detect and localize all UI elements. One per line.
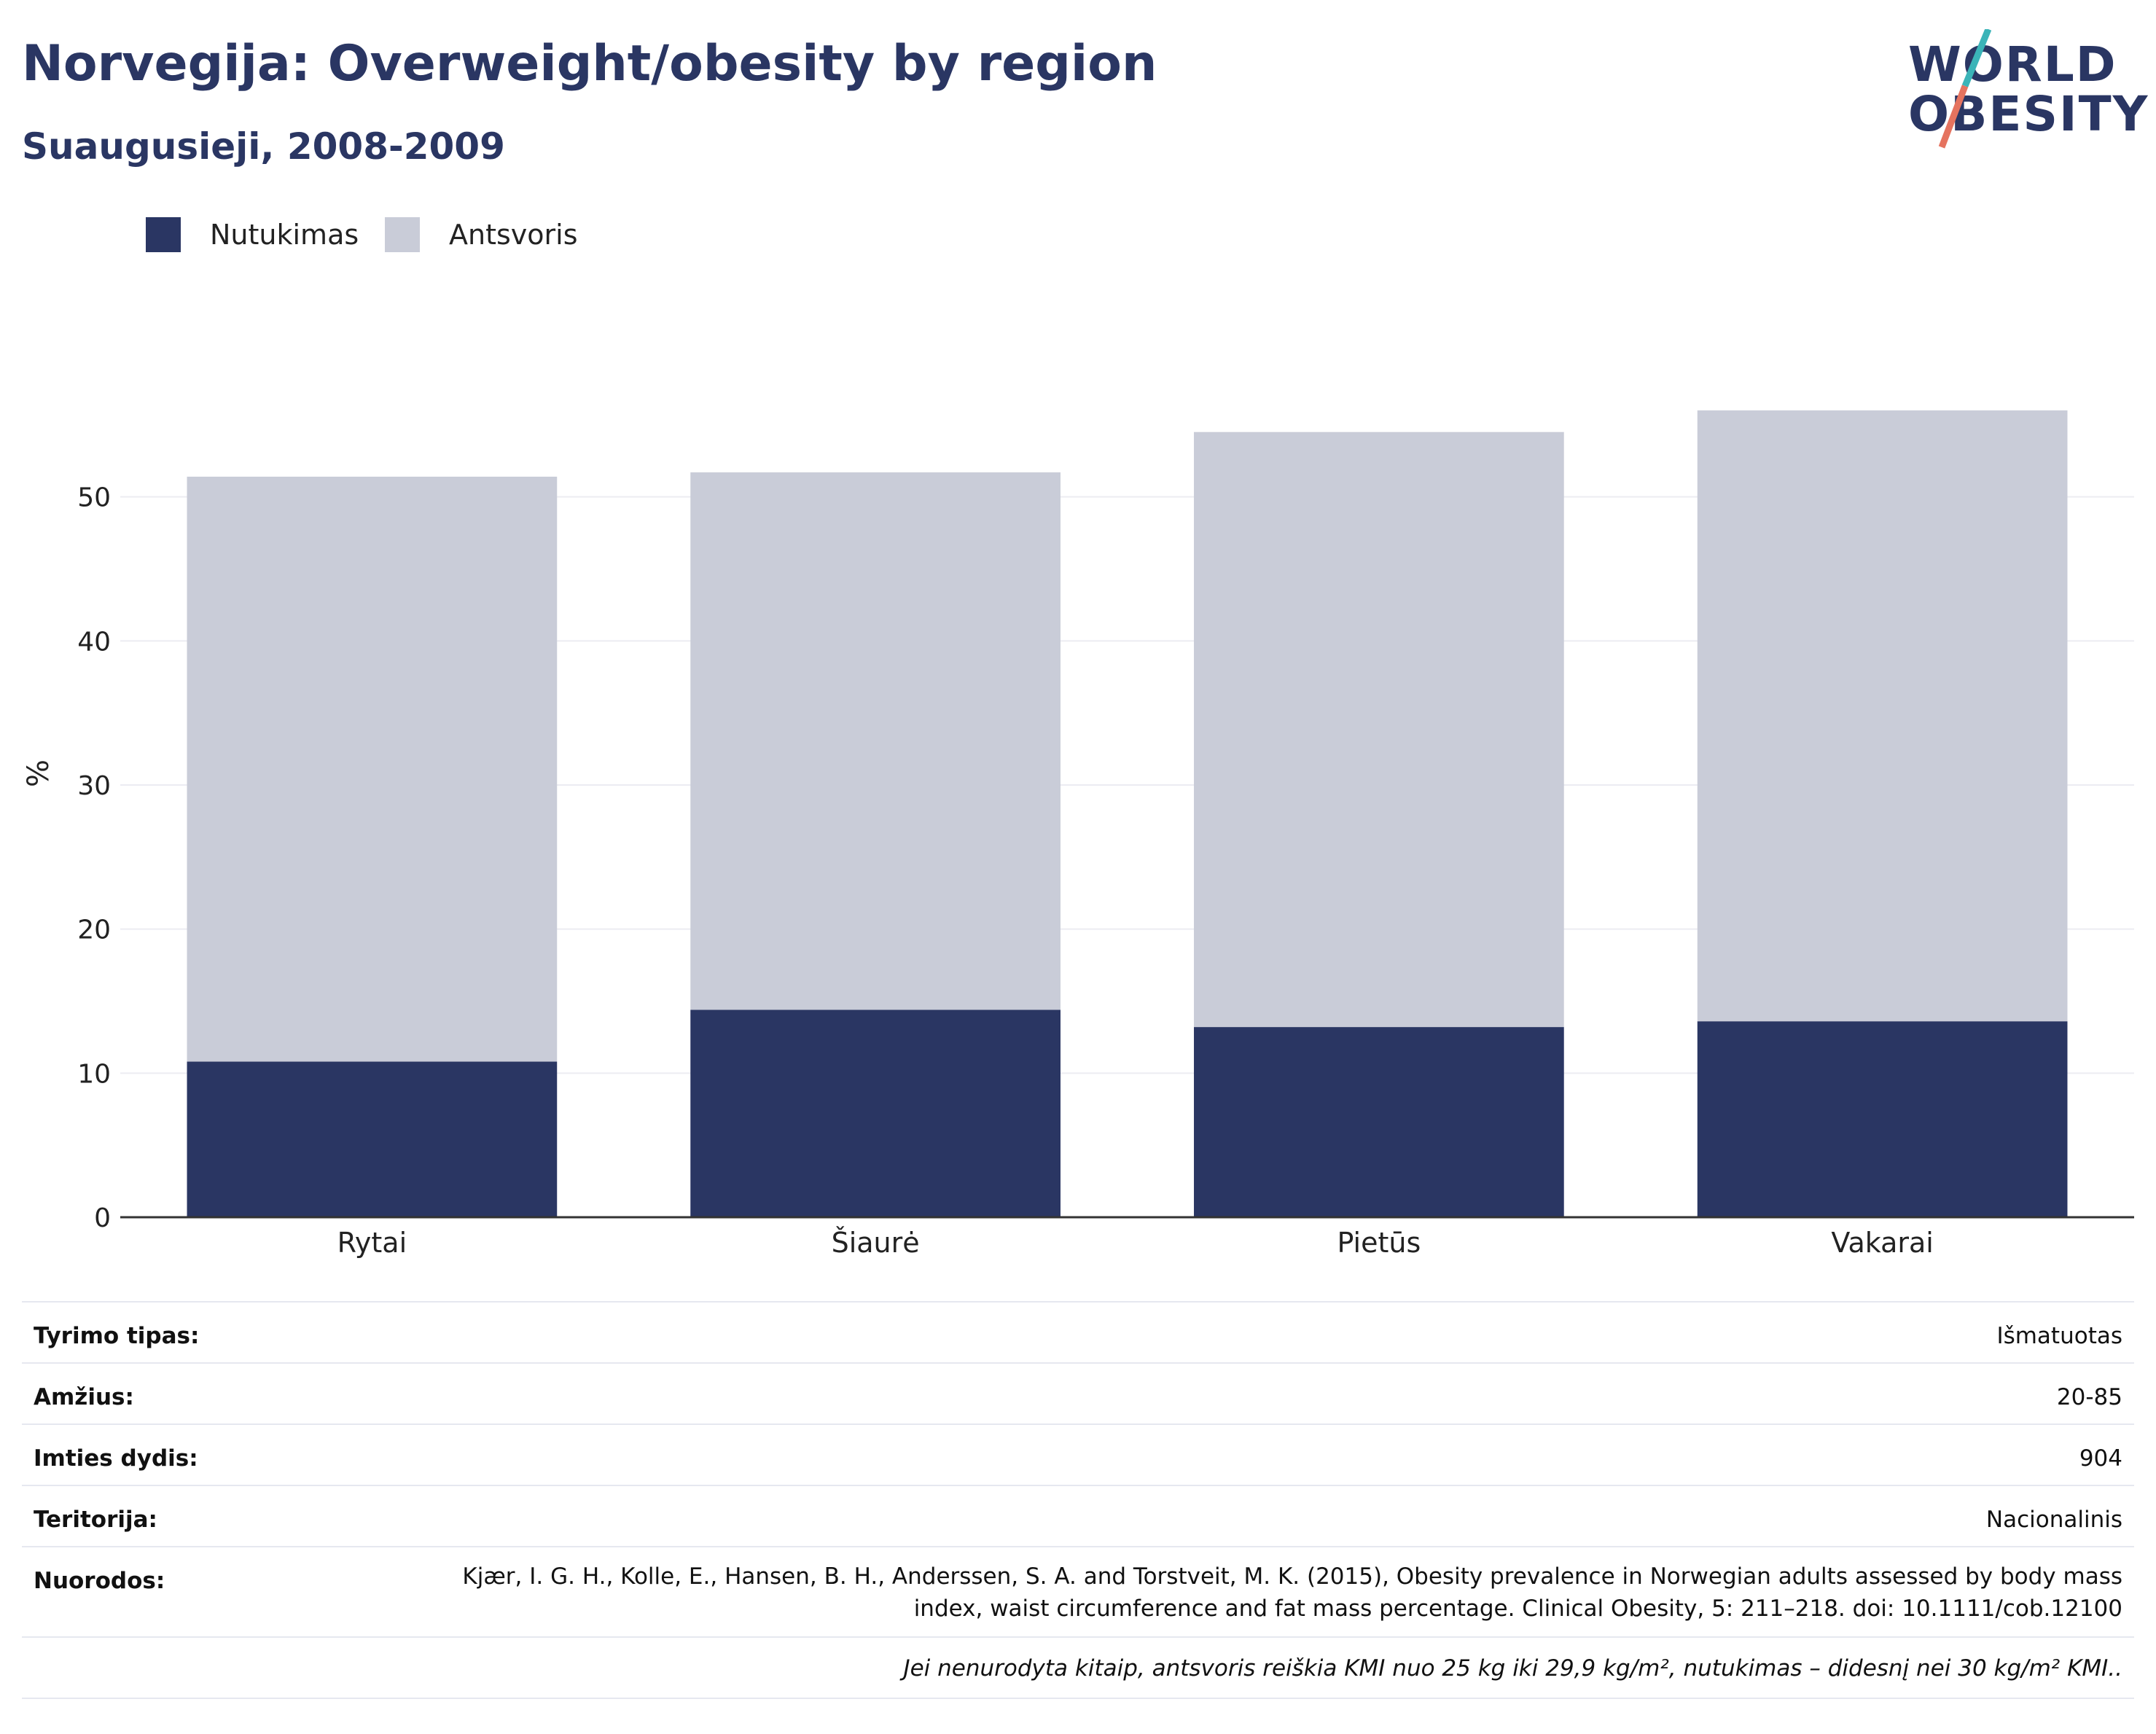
y-tick-label: 20 <box>77 915 111 945</box>
legend-label: Antsvoris <box>449 219 578 251</box>
y-tick-label: 10 <box>77 1059 111 1089</box>
bar-antsvoris-0 <box>187 476 558 1062</box>
bar-nutukimas-3 <box>1697 1021 2068 1217</box>
world-obesity-logo: WORLD OBESITY <box>1902 29 2147 160</box>
bar-nutukimas-2 <box>1194 1027 1564 1217</box>
bar-chart: 0 10 20 30 40 50 Rytai Šiaurė Pietūs Vakarai <box>77 410 2134 1259</box>
info-row-references: Nuorodos: Kjær, I. G. H., Kolle, E., Han… <box>22 1546 2134 1636</box>
info-label: Nuorodos: <box>34 1568 165 1594</box>
bar-antsvoris-2 <box>1194 431 1564 1028</box>
info-row-sample-size: Imties dydis: 904 <box>22 1423 2134 1485</box>
definition-note: Jei nenurodyta kitaip, antsvoris reiškia… <box>903 1655 2122 1682</box>
x-tick-label: Šiaurė <box>832 1227 920 1259</box>
x-tick-label: Vakarai <box>1831 1227 1933 1259</box>
info-label: Tyrimo tipas: <box>34 1323 200 1349</box>
info-row-age: Amžius: 20-85 <box>22 1362 2134 1423</box>
y-tick-label: 40 <box>77 627 111 657</box>
info-value: Nacionalinis <box>1985 1507 2122 1533</box>
info-row-territory: Teritorija: Nacionalinis <box>22 1485 2134 1546</box>
bar-antsvoris-1 <box>690 472 1061 1010</box>
info-row-note: Jei nenurodyta kitaip, antsvoris reiškia… <box>22 1636 2134 1699</box>
info-label: Imties dydis: <box>34 1445 198 1472</box>
info-label: Amžius: <box>34 1384 134 1410</box>
info-label: Teritorija: <box>34 1507 157 1533</box>
info-value: Išmatuotas <box>1996 1323 2122 1349</box>
x-tick-label: Pietūs <box>1337 1227 1421 1259</box>
info-value: 904 <box>2079 1445 2122 1472</box>
bar-nutukimas-0 <box>187 1061 558 1217</box>
info-row-survey-type: Tyrimo tipas: Išmatuotas <box>22 1301 2134 1362</box>
info-table: Tyrimo tipas: Išmatuotas Amžius: 20-85 I… <box>22 1301 2134 1699</box>
chart-title: Norvegija: Overweight/obesity by region <box>22 35 1157 93</box>
bar-nutukimas-1 <box>690 1009 1061 1217</box>
y-tick-label: 0 <box>94 1203 111 1233</box>
x-tick-label: Rytai <box>337 1227 407 1259</box>
logo-slash-icon <box>1938 29 1992 149</box>
info-value: 20-85 <box>2056 1384 2122 1410</box>
y-axis-title: % <box>22 759 55 787</box>
info-value: Kjær, I. G. H., Kolle, E., Hansen, B. H.… <box>462 1563 2122 1622</box>
y-tick-label: 50 <box>77 483 111 513</box>
legend-swatch-antsvoris <box>385 217 420 252</box>
chart-subtitle: Suaugusieji, 2008-2009 <box>22 125 505 168</box>
y-tick-label: 30 <box>77 771 111 801</box>
logo-line-1: WORLD <box>1908 36 2117 93</box>
legend-label: Nutukimas <box>210 219 359 251</box>
legend-swatch-nutukimas <box>146 217 181 252</box>
bar-antsvoris-3 <box>1697 410 2068 1022</box>
